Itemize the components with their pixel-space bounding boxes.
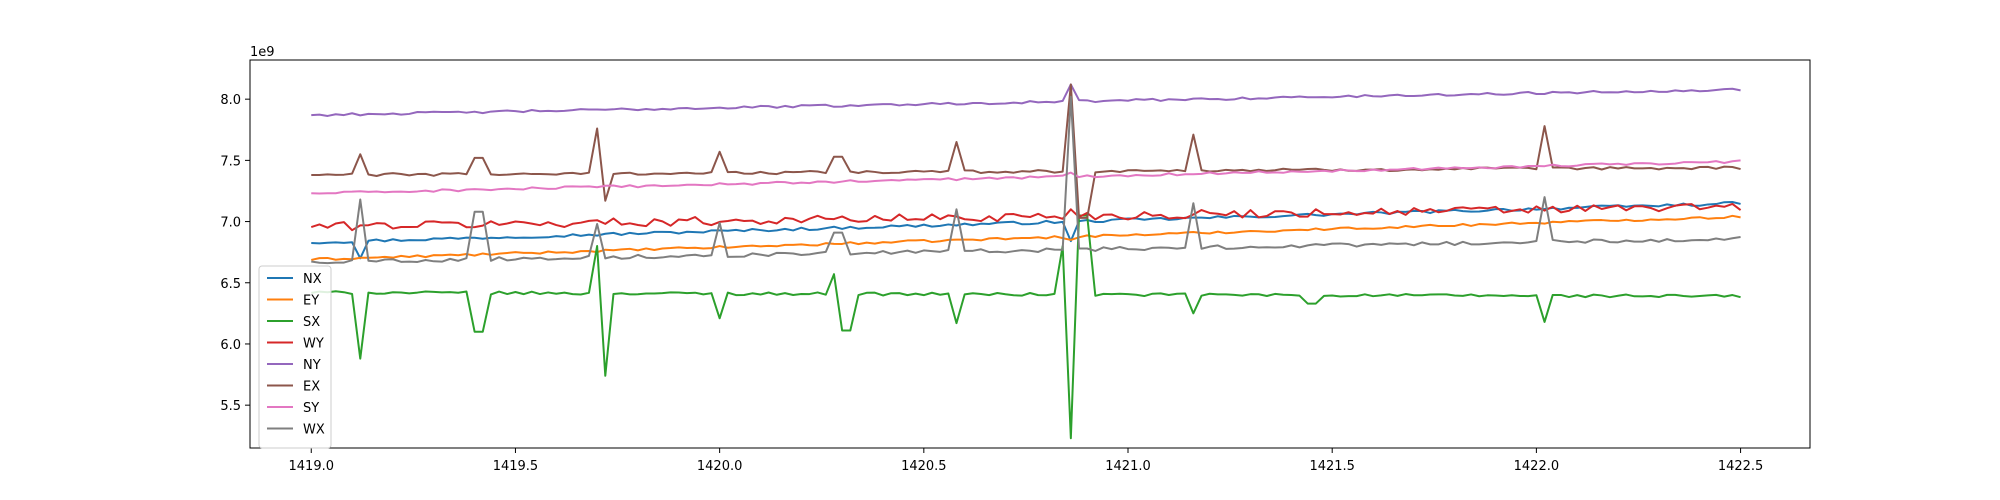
x-tick-label: 1421.0	[1105, 459, 1151, 474]
axes-frame	[249, 59, 1811, 449]
series-line-wy	[310, 202, 1742, 232]
axes: 1419.0 1419.5 1420.0 1420.5 1421.0 1421.5 1422…	[220, 59, 1811, 474]
series-line-ey	[311, 214, 1741, 261]
x-tick-label: 1422.0	[1514, 459, 1560, 474]
x-tick-label: 1420.5	[901, 459, 947, 474]
legend-label-ny: NY	[303, 358, 321, 373]
legend-label-nx: NX	[303, 272, 322, 287]
legend-box	[258, 265, 332, 449]
series-line-wx	[311, 95, 1741, 265]
legend-label-ey: EY	[303, 294, 319, 309]
x-tick-label: 1422.5	[1718, 459, 1764, 474]
y-tick-label: 8.0	[220, 93, 241, 108]
legend-label-sx: SX	[303, 315, 320, 330]
legend: NX EY SX WY NY EX SY WX	[258, 265, 332, 449]
series-line-sx	[311, 214, 1741, 440]
y-tick-label: 7.0	[220, 216, 241, 231]
x-tick-label: 1420.0	[697, 459, 743, 474]
series-line-sy	[311, 159, 1741, 195]
legend-label-sy: SY	[303, 401, 319, 416]
y-tick-label: 7.5	[220, 154, 241, 169]
legend-label-wx: WX	[303, 423, 325, 438]
x-tick-label: 1419.5	[493, 459, 539, 474]
y-offset-label: 1e9	[250, 45, 275, 60]
y-tick-label: 6.5	[220, 277, 241, 292]
y-tick-label: 5.5	[220, 399, 241, 414]
series-line-ex	[311, 83, 1741, 219]
plot-area	[310, 83, 1742, 440]
series-line-ny	[311, 83, 1741, 117]
x-tick-label: 1419.0	[289, 459, 335, 474]
y-tick-label: 6.0	[220, 338, 241, 353]
x-tick-label: 1421.5	[1309, 459, 1355, 474]
legend-label-wy: WY	[303, 337, 324, 352]
series-line-nx	[311, 200, 1741, 260]
legend-label-ex: EX	[303, 380, 320, 395]
